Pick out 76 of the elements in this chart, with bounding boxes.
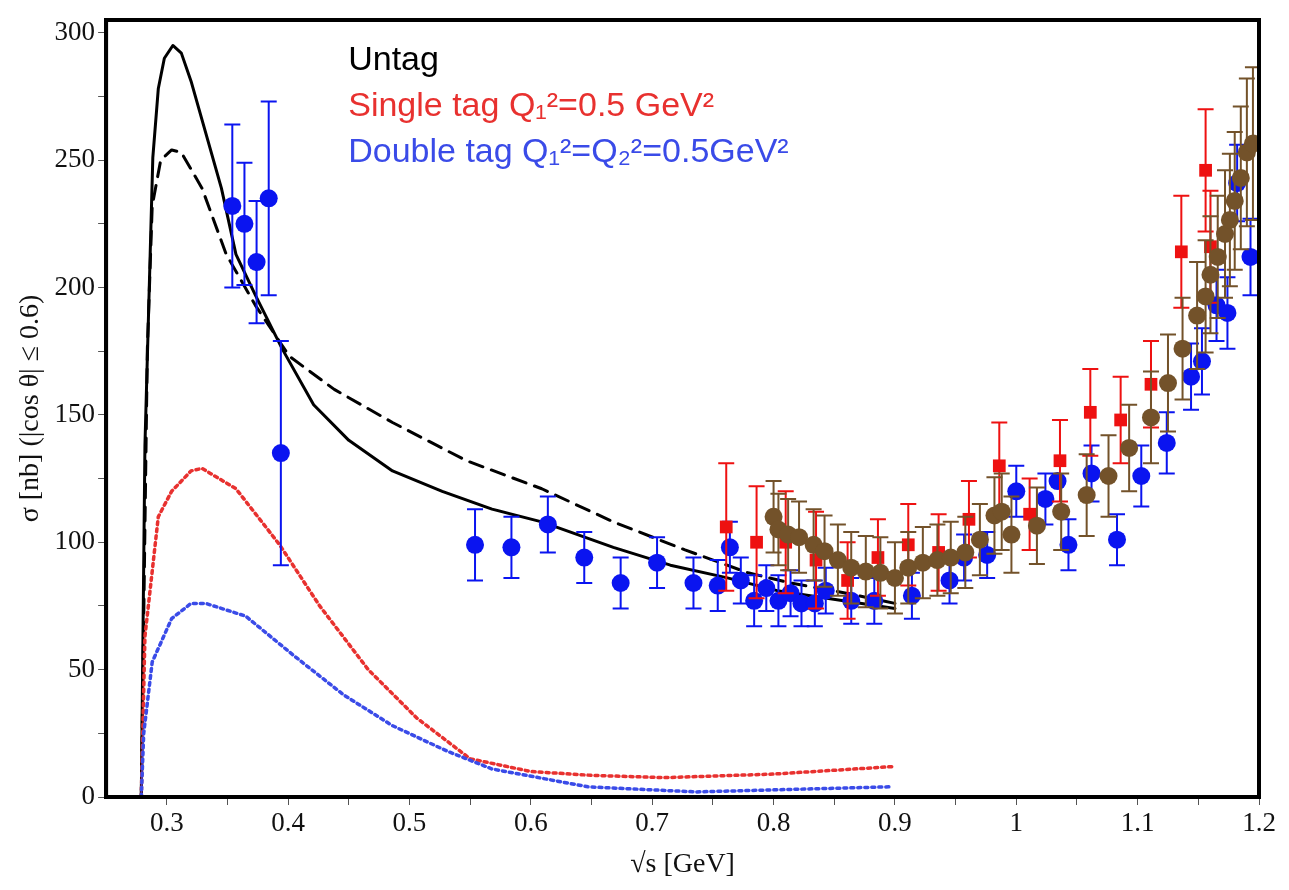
- x-axis-title: √s [GeV]: [630, 846, 735, 878]
- y-tick-label: 50: [68, 652, 96, 683]
- point: [970, 530, 989, 549]
- point: [1188, 306, 1207, 325]
- point: [1199, 163, 1212, 177]
- line-series: [139, 601, 892, 797]
- point: [1120, 438, 1139, 457]
- point: [271, 444, 290, 463]
- point: [684, 574, 703, 593]
- x-tick-label: 1.1: [1120, 807, 1155, 838]
- point: [1132, 467, 1151, 486]
- y-tick-label: 0: [81, 780, 96, 811]
- point: [719, 520, 733, 534]
- x-tick-label: 0.3: [149, 807, 184, 838]
- point: [1208, 247, 1227, 266]
- point: [1083, 405, 1097, 419]
- text: Untag: [348, 38, 439, 77]
- point: [899, 558, 918, 577]
- x-tick-label: 1.2: [1242, 807, 1276, 838]
- point: [1241, 247, 1259, 266]
- x-tick-label: 0.7: [635, 807, 670, 838]
- point: [235, 214, 254, 233]
- text: Double tag Q₁²=Q₂²=0.5GeV²: [348, 130, 789, 169]
- y-tick-label: 100: [54, 525, 96, 556]
- point: [757, 579, 776, 598]
- point: [1141, 408, 1160, 427]
- point: [648, 553, 667, 572]
- y-tick-label: 200: [54, 270, 96, 301]
- point: [259, 189, 278, 208]
- x-tick-label: 0.4: [271, 807, 306, 838]
- x-tick-label: 1: [1009, 807, 1024, 838]
- point: [941, 548, 960, 567]
- point: [750, 535, 763, 549]
- point: [1216, 224, 1235, 243]
- point: [1052, 502, 1071, 521]
- point: [1077, 486, 1096, 505]
- point: [466, 535, 485, 554]
- x-tick-label: 0.8: [756, 807, 791, 838]
- point: [1158, 374, 1177, 393]
- point: [1036, 489, 1055, 508]
- x-tick-label: 0.5: [392, 807, 427, 838]
- point: [223, 196, 242, 215]
- point: [1173, 339, 1192, 358]
- point: [828, 551, 847, 570]
- point: [538, 515, 557, 534]
- text: Single tag Q₁²=0.5 GeV²: [348, 84, 715, 123]
- point: [731, 571, 750, 590]
- point: [247, 253, 266, 272]
- y-tick-label: 250: [54, 143, 96, 174]
- point: [790, 528, 809, 547]
- point: [885, 568, 904, 587]
- point: [842, 558, 861, 577]
- point: [1108, 530, 1127, 549]
- y-tick-label: 150: [54, 397, 96, 428]
- point: [611, 574, 630, 593]
- point: [1174, 245, 1188, 259]
- point: [575, 548, 594, 567]
- point: [956, 543, 975, 562]
- point: [871, 563, 890, 582]
- point: [1027, 516, 1046, 535]
- point: [1002, 525, 1021, 544]
- point: [1218, 303, 1237, 322]
- point: [1114, 413, 1128, 427]
- point: [1157, 433, 1176, 452]
- x-tick-label: 0.9: [878, 807, 912, 838]
- y-axis-title: σ [nb] (|cos θ| ≤ 0.6): [13, 294, 45, 523]
- point: [992, 459, 1006, 473]
- point: [1099, 467, 1118, 486]
- x-tick-label: 0.6: [513, 807, 548, 838]
- point: [502, 538, 521, 557]
- point: [1196, 287, 1215, 306]
- point: [1053, 454, 1067, 468]
- point: [913, 553, 932, 572]
- point: [815, 542, 834, 561]
- y-tick-label: 300: [54, 15, 96, 46]
- point: [1201, 265, 1220, 284]
